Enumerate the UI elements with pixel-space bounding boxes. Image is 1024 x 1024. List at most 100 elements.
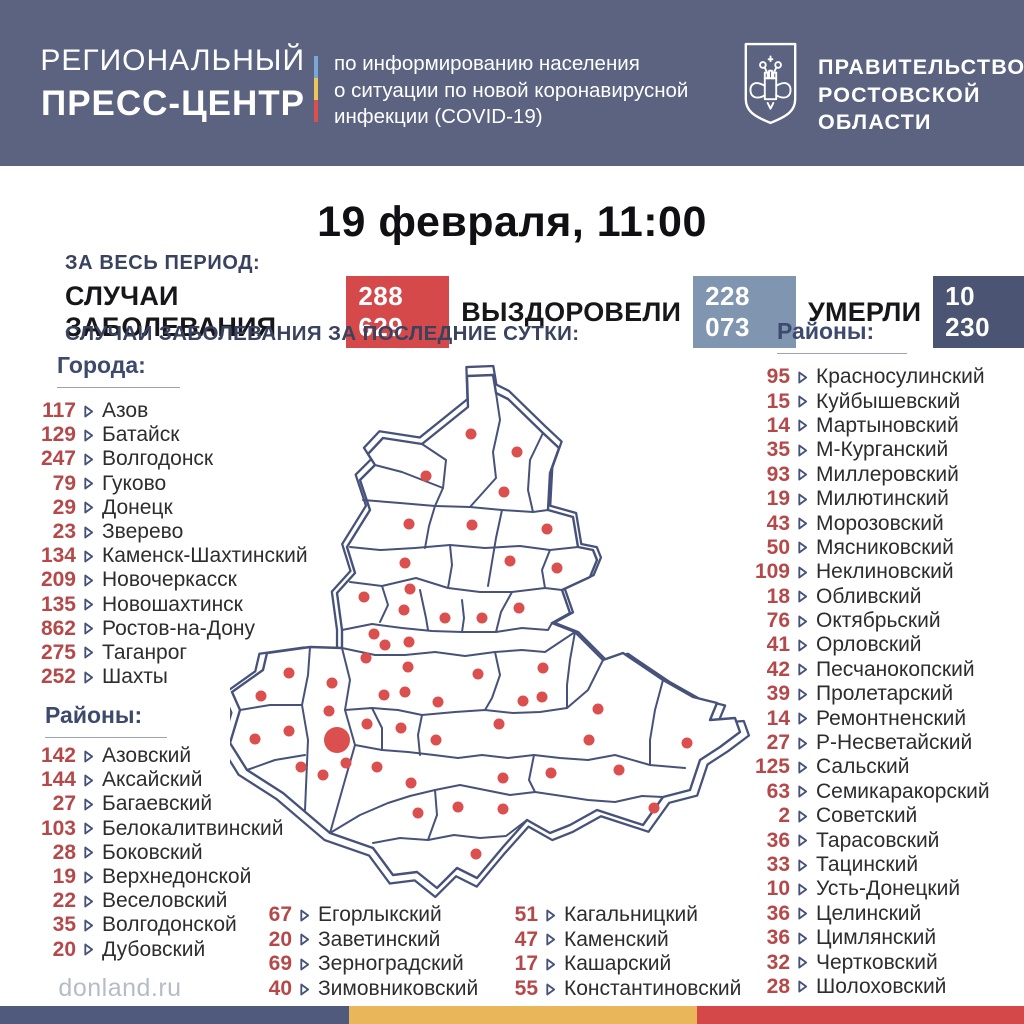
cities-list: 117 Азов 129 Батайск 247 Волгодонск 79 Гуково 29… <box>26 399 308 689</box>
daily-case-count: 28 <box>52 840 76 864</box>
locality-name: Целинский <box>816 901 922 925</box>
locality-name: Аксайский <box>102 768 203 792</box>
locality-row: 41 Орловский <box>728 633 990 657</box>
triangle-right-icon <box>76 429 100 442</box>
cases-total-badge: 288 629 <box>346 276 450 348</box>
daily-case-count: 117 <box>42 399 76 423</box>
case-location-dot <box>340 757 352 769</box>
locality-name: Миллеровский <box>816 462 959 486</box>
triangle-right-icon <box>76 750 100 763</box>
locality-row: 2 Советский <box>728 804 990 828</box>
case-location-dot <box>360 652 372 664</box>
case-location-dot <box>405 777 417 789</box>
locality-name: Дубовский <box>102 937 206 961</box>
daily-case-count: 209 <box>40 568 76 592</box>
cases-label: СЛУЧАИ ЗАБОЛЕВАНИЯ <box>65 281 277 342</box>
case-location-dot <box>398 604 410 616</box>
triangle-right-icon <box>76 405 100 418</box>
locality-name: Мясниковский <box>816 535 954 559</box>
triangle-right-icon <box>790 956 814 969</box>
locality-row: 20 Дубовский <box>18 938 284 962</box>
daily-case-count: 22 <box>52 889 76 913</box>
case-location-dot <box>317 769 329 781</box>
daily-case-count: 247 <box>40 447 76 471</box>
locality-row: 40 Зимовниковский <box>240 977 479 1002</box>
case-location-dot <box>368 628 380 640</box>
locality-name: Куйбышевский <box>816 389 961 413</box>
case-dots-layer <box>249 428 693 860</box>
daily-case-count: 19 <box>766 487 790 511</box>
case-location-dot <box>465 428 477 440</box>
daily-case-count: 2 <box>778 804 790 828</box>
triangle-right-icon <box>292 983 316 996</box>
locality-row: 39 Пролетарский <box>728 682 990 706</box>
deaths-total-badge: 10 230 <box>933 276 1024 348</box>
locality-name: Песчанокопский <box>816 657 975 681</box>
locality-row: 63 Семикаракорский <box>728 780 990 804</box>
locality-row: 50 Мясниковский <box>728 536 990 560</box>
daily-case-count: 15 <box>766 389 790 413</box>
case-location-dot <box>283 725 295 737</box>
locality-row: 79 Гуково <box>26 472 308 496</box>
locality-name: Орловский <box>816 633 922 657</box>
triangle-right-icon <box>790 785 814 798</box>
districts-right-heading: Районы: <box>777 318 907 354</box>
case-location-dot <box>403 518 415 530</box>
case-location-dot <box>513 602 525 614</box>
locality-row: 129 Батайск <box>26 423 308 447</box>
case-location-dot <box>295 761 307 773</box>
daily-case-count: 20 <box>52 937 76 961</box>
case-location-dot <box>439 612 451 624</box>
locality-name: Тацинский <box>816 853 919 876</box>
triangle-right-icon <box>790 419 814 432</box>
daily-case-count: 35 <box>52 913 76 937</box>
locality-row: 135 Новошахтинск <box>26 593 308 617</box>
locality-name: Каменск-Шахтинский <box>102 544 308 568</box>
triangle-right-icon <box>76 871 100 884</box>
gov-line: РОСТОВСКОЙ <box>818 82 981 107</box>
locality-name: Азов <box>102 399 149 423</box>
locality-name: Р-Несветайский <box>816 731 973 755</box>
locality-name: Сальский <box>816 755 910 779</box>
case-location-dot <box>399 686 411 698</box>
daily-case-count: 862 <box>40 616 76 640</box>
locality-name: Красносулинский <box>816 365 985 389</box>
case-location-dot <box>255 690 267 702</box>
locality-row: 32 Чертковский <box>728 950 990 974</box>
locality-row: 20 Заветинский <box>240 928 478 953</box>
daily-case-count: 27 <box>766 731 790 755</box>
website-link[interactable]: donland.ru <box>58 974 182 1002</box>
locality-name: Цимлянский <box>816 926 937 950</box>
daily-case-count: 103 <box>40 816 76 840</box>
triangle-right-icon <box>76 943 100 956</box>
locality-row: 36 Тарасовский <box>728 828 990 852</box>
case-location-dot <box>361 718 373 730</box>
triangle-right-icon <box>538 983 562 996</box>
daily-case-count: 39 <box>766 682 790 706</box>
case-location-dot <box>497 772 509 784</box>
case-location-dot <box>371 761 383 773</box>
daily-case-count: 14 <box>766 706 790 730</box>
locality-name: Милютинский <box>816 487 949 511</box>
locality-name: Донецк <box>102 495 173 519</box>
locality-name: Волгодонской <box>102 913 237 937</box>
case-location-dot <box>399 557 411 569</box>
locality-name: Гуково <box>102 471 167 495</box>
triangle-right-icon <box>790 737 814 750</box>
triangle-right-icon <box>790 590 814 603</box>
subtitle-line: инфекции (COVID-19) <box>334 105 543 128</box>
daily-case-count: 109 <box>754 560 790 584</box>
locality-name: Волгодонск <box>102 447 214 471</box>
triangle-right-icon <box>76 671 100 684</box>
case-location-dot <box>430 734 442 746</box>
case-location-dot <box>402 661 414 673</box>
locality-name: Новочеркасск <box>102 568 237 592</box>
triangle-right-icon <box>292 958 316 971</box>
locality-row: 28 Шолоховский <box>728 975 990 999</box>
daily-case-count: 76 <box>766 609 790 633</box>
triangle-right-icon <box>790 810 814 823</box>
locality-name: Неклиновский <box>816 560 954 584</box>
triangle-right-icon <box>790 688 814 701</box>
locality-row: 36 Цимлянский <box>728 926 990 950</box>
triangle-right-icon <box>538 933 562 946</box>
